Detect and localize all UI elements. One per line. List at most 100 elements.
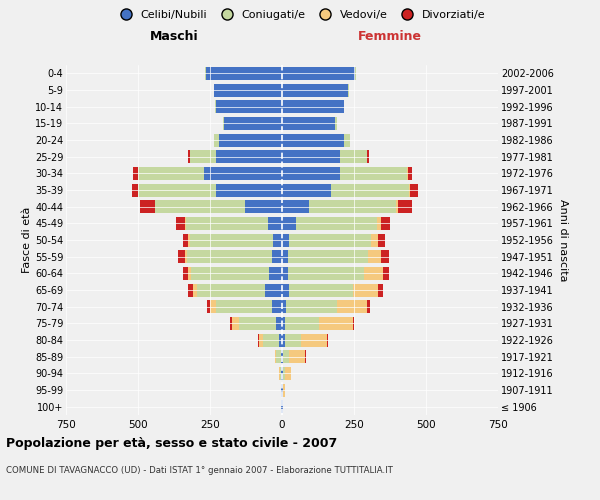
Bar (282, 100, 344, 113)
Bar (282, 234, 289, 246)
Bar (288, 250, 368, 263)
Bar (268, 217, 282, 230)
Bar (282, 167, 340, 180)
Bar (286, 300, 337, 313)
Bar (377, 217, 382, 230)
Bar (379, 234, 385, 246)
Bar (282, 350, 283, 363)
Bar (289, 234, 371, 246)
Bar (281, 350, 282, 363)
Bar (204, 167, 282, 180)
Bar (188, 267, 191, 280)
Bar (383, 267, 389, 280)
Bar (188, 234, 190, 246)
Bar (190, 234, 274, 246)
Bar (272, 250, 282, 263)
Bar (410, 184, 418, 196)
Bar (206, 67, 282, 80)
Bar (216, 150, 282, 163)
Bar (245, 200, 282, 213)
Bar (176, 217, 185, 230)
Bar (282, 317, 285, 330)
Bar (353, 284, 379, 296)
Bar (216, 300, 272, 313)
Bar (218, 134, 282, 146)
Text: Femmine: Femmine (358, 30, 422, 43)
Bar (274, 234, 282, 246)
Bar (197, 284, 265, 296)
Bar (223, 117, 224, 130)
Bar (263, 334, 279, 346)
Bar (282, 117, 335, 130)
Bar (310, 200, 396, 213)
Bar (337, 300, 367, 313)
Bar (269, 267, 282, 280)
Bar (279, 334, 282, 346)
Bar (216, 100, 282, 113)
Bar (183, 267, 188, 280)
Bar (368, 250, 382, 263)
Bar (185, 217, 268, 230)
Bar (382, 250, 389, 263)
Bar (183, 234, 188, 246)
Bar (286, 367, 291, 380)
Bar (382, 217, 390, 230)
Y-axis label: Anni di nascita: Anni di nascita (557, 198, 568, 281)
Bar (188, 150, 190, 163)
Bar (259, 334, 263, 346)
Bar (353, 317, 354, 330)
Text: COMUNE DI TAVAGNACCO (UD) - Dati ISTAT 1° gennaio 2007 - Elaborazione TUTTITALIA: COMUNE DI TAVAGNACCO (UD) - Dati ISTAT 1… (6, 466, 393, 475)
Bar (138, 167, 204, 180)
Bar (138, 184, 216, 196)
Bar (408, 167, 412, 180)
Bar (282, 184, 331, 196)
Bar (230, 317, 232, 330)
Bar (319, 317, 353, 330)
Legend: Celibi/Nubili, Coniugati/e, Vedovi/e, Divorziati/e: Celibi/Nubili, Coniugati/e, Vedovi/e, Di… (110, 6, 490, 25)
Bar (409, 184, 410, 196)
Bar (340, 150, 367, 163)
Bar (283, 350, 289, 363)
Bar (282, 284, 289, 296)
Bar (396, 200, 398, 213)
Bar (289, 284, 353, 296)
Bar (239, 317, 276, 330)
Bar (367, 150, 368, 163)
Y-axis label: Fasce di età: Fasce di età (22, 207, 32, 273)
Bar (367, 300, 370, 313)
Bar (379, 284, 383, 296)
Bar (364, 267, 383, 280)
Bar (301, 334, 326, 346)
Bar (232, 317, 239, 330)
Bar (193, 284, 197, 296)
Bar (282, 67, 355, 80)
Bar (340, 167, 407, 180)
Bar (282, 134, 344, 146)
Bar (191, 267, 269, 280)
Bar (281, 367, 282, 380)
Bar (285, 317, 319, 330)
Bar (282, 150, 340, 163)
Bar (282, 217, 296, 230)
Bar (272, 300, 282, 313)
Bar (398, 200, 412, 213)
Bar (214, 134, 218, 146)
Text: Maschi: Maschi (149, 30, 199, 43)
Bar (331, 184, 409, 196)
Bar (282, 300, 286, 313)
Bar (187, 250, 272, 263)
Bar (289, 350, 305, 363)
Bar (282, 84, 348, 96)
Bar (133, 167, 138, 180)
Bar (344, 134, 350, 146)
Bar (178, 250, 185, 263)
Bar (276, 317, 282, 330)
Bar (216, 184, 282, 196)
Bar (190, 150, 216, 163)
Bar (185, 250, 187, 263)
Bar (282, 334, 285, 346)
Bar (283, 367, 286, 380)
Bar (282, 250, 288, 263)
Bar (275, 350, 276, 363)
Bar (326, 334, 328, 346)
